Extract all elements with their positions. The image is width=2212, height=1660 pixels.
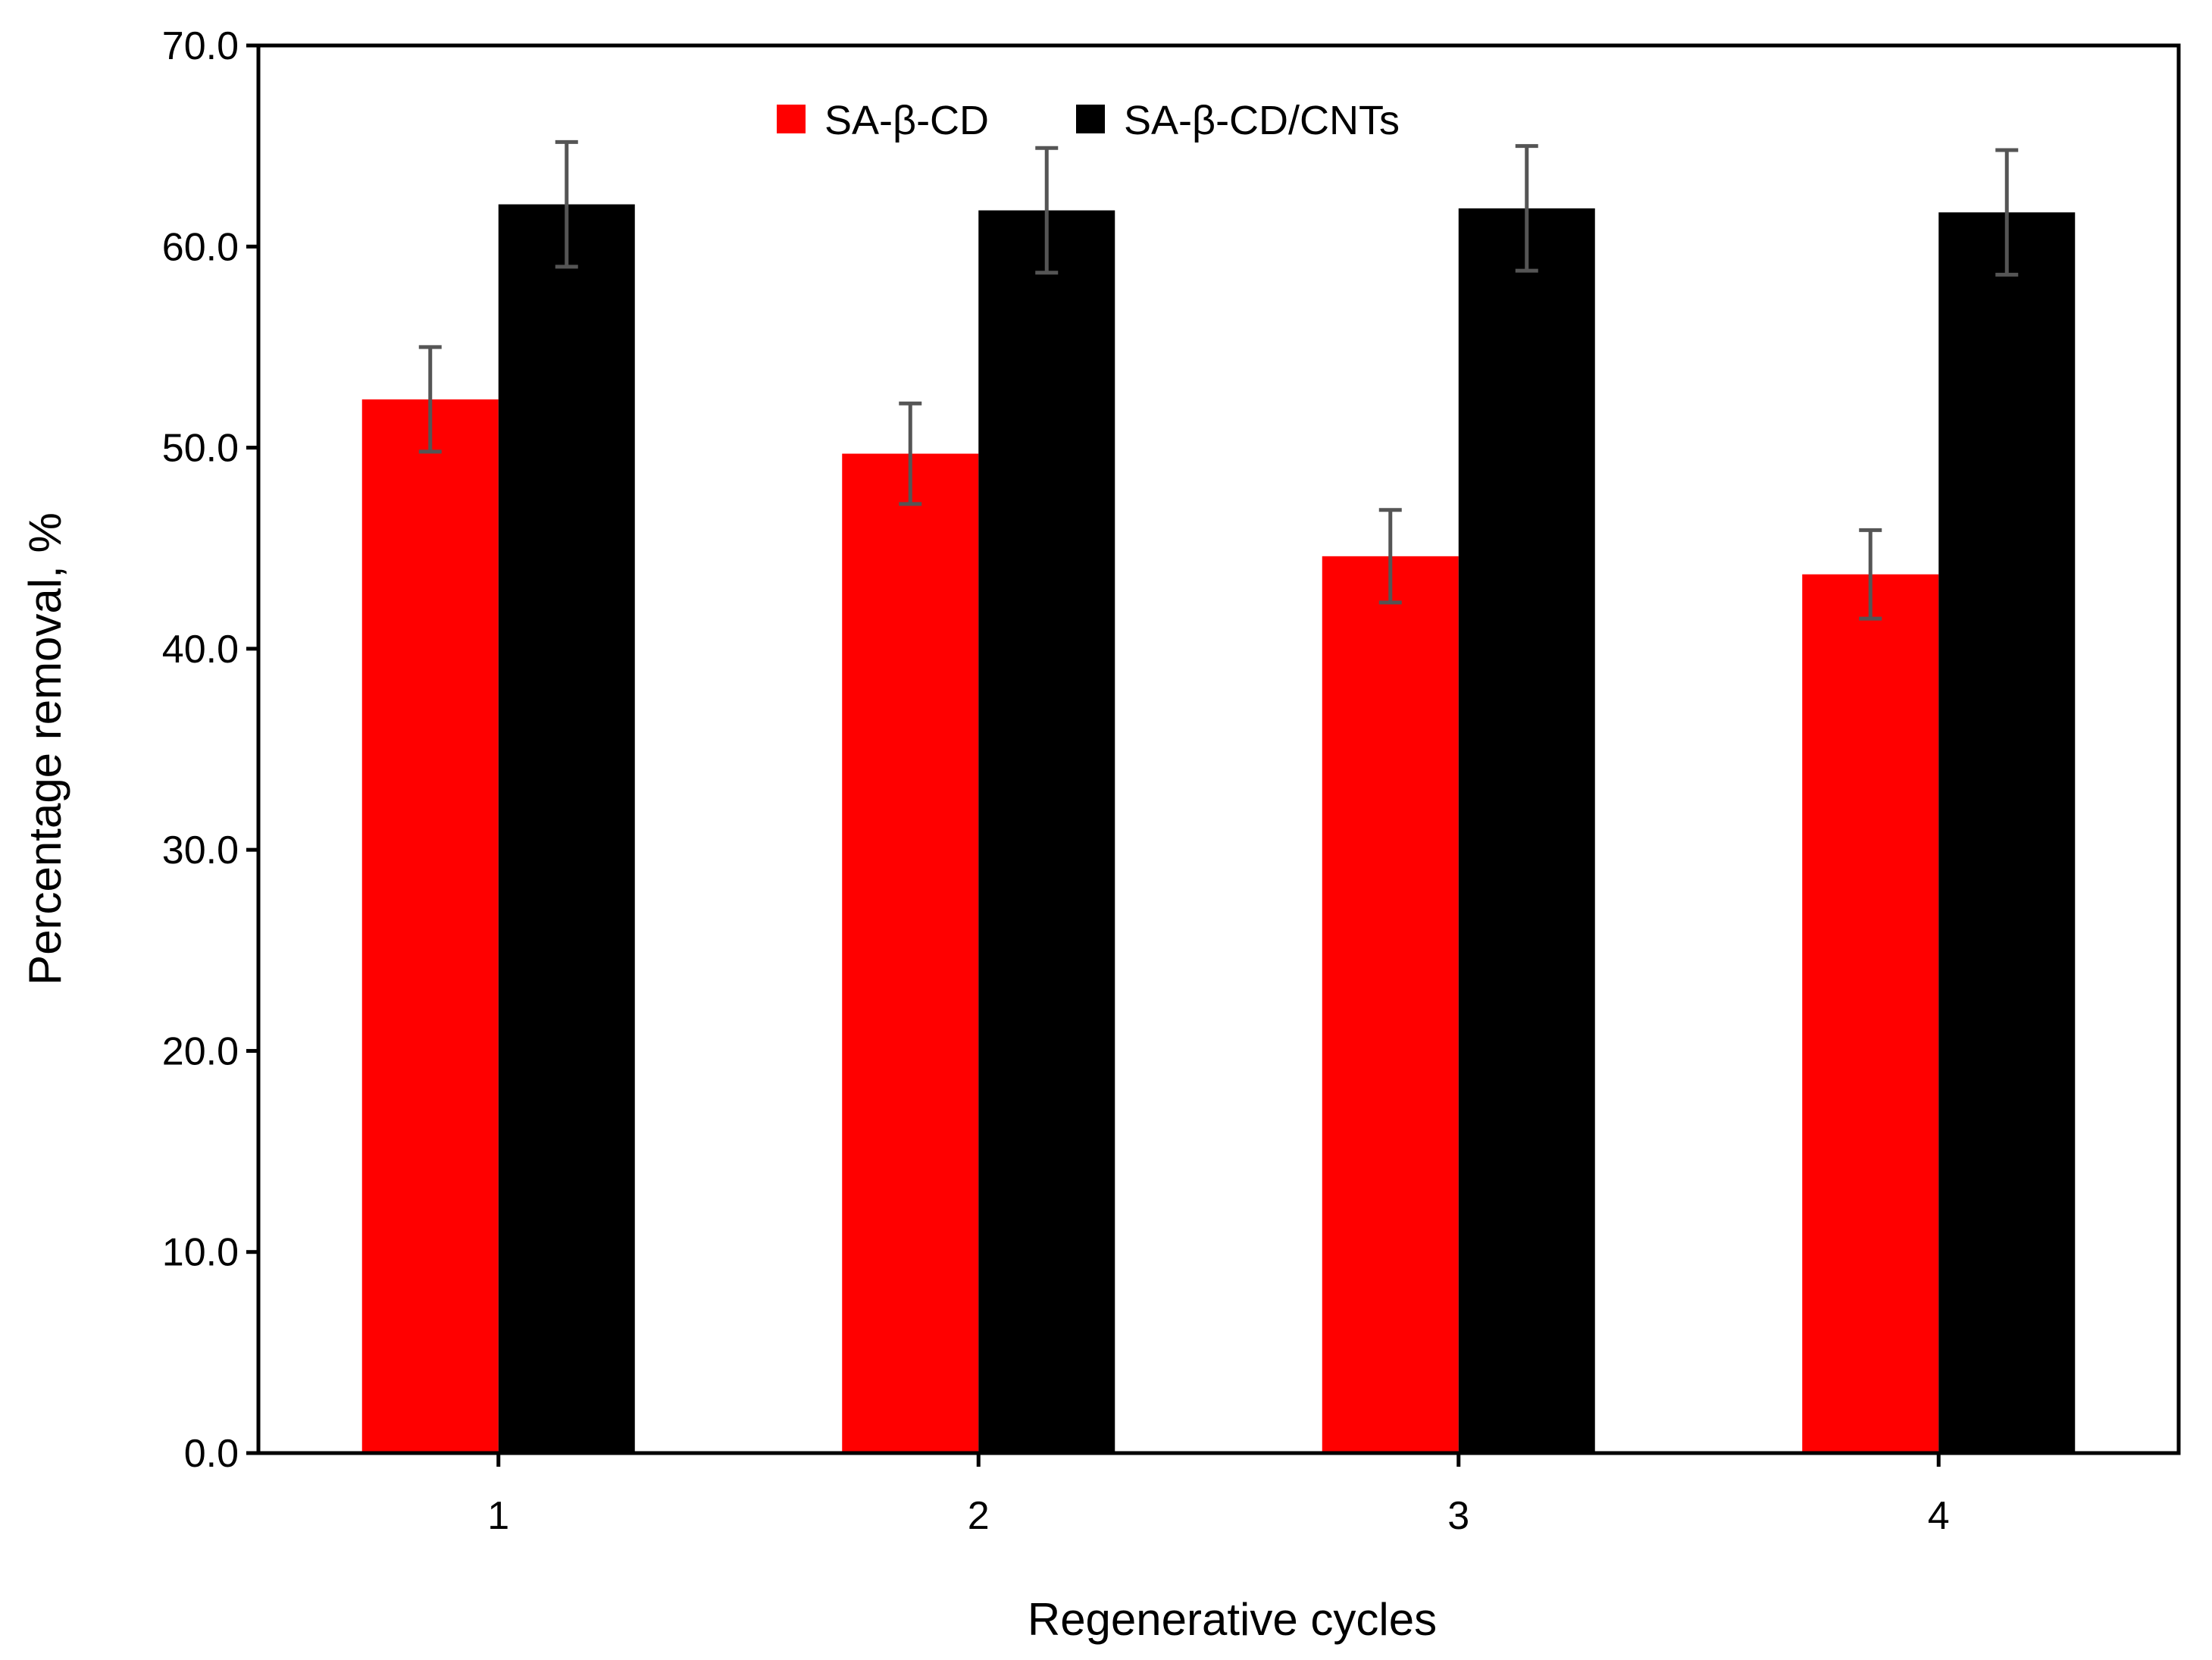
legend-swatch-sa-b-cd-cnts xyxy=(1076,105,1105,133)
legend: SA-β-CD SA-β-CD/CNTs xyxy=(777,98,1400,143)
y-tick-label: 50.0 xyxy=(162,427,239,471)
legend-swatch-sa-b-cd xyxy=(777,105,806,133)
y-tick-label: 0.0 xyxy=(184,1432,239,1476)
bar-sa-b-cd-cnts-cycle-1 xyxy=(498,204,635,1454)
bar-sa-b-cd-cnts-cycle-3 xyxy=(1458,208,1595,1453)
legend-label-sa-b-cd-cnts: SA-β-CD/CNTs xyxy=(1124,98,1400,143)
error-bar-sa-b-cd-cnts-cycle-1 xyxy=(555,139,578,269)
error-bars-layer xyxy=(418,139,2019,621)
x-tick-label: 3 xyxy=(1447,1494,1469,1538)
error-bar-sa-b-cd-cycle-3 xyxy=(1378,508,1402,605)
y-axis-title: Percentage removal, % xyxy=(20,512,70,985)
y-tick-label: 40.0 xyxy=(162,628,239,672)
bar-sa-b-cd-cycle-3 xyxy=(1322,556,1459,1454)
y-tick-label: 10.0 xyxy=(162,1231,239,1275)
y-tick-label: 20.0 xyxy=(162,1029,239,1073)
y-tick-label: 30.0 xyxy=(162,828,239,872)
x-tick-label: 2 xyxy=(968,1494,990,1538)
legend-label-sa-b-cd: SA-β-CD xyxy=(824,98,989,143)
plot-frame xyxy=(256,43,2181,1455)
y-axis-ticks: 0.0 10.0 20.0 30.0 40.0 50.0 60.0 70.0 xyxy=(162,24,258,1476)
bar-sa-b-cd-cycle-4 xyxy=(1802,574,1939,1453)
y-tick-label: 70.0 xyxy=(162,24,239,68)
x-tick-label: 4 xyxy=(1928,1494,1950,1538)
bars-layer xyxy=(361,204,2076,1454)
error-bar-sa-b-cd-cnts-cycle-3 xyxy=(1515,144,1538,273)
x-axis-title: Regenerative cycles xyxy=(1028,1594,1437,1645)
x-tick-label: 1 xyxy=(487,1494,509,1538)
error-bar-sa-b-cd-cycle-4 xyxy=(1859,528,1882,621)
bar-sa-b-cd-cnts-cycle-2 xyxy=(978,210,1115,1453)
error-bar-sa-b-cd-cnts-cycle-2 xyxy=(1035,146,1059,275)
error-bar-sa-b-cd-cycle-1 xyxy=(418,345,442,454)
x-axis-ticks: 1 2 3 4 xyxy=(487,1453,1950,1538)
bar-sa-b-cd-cnts-cycle-4 xyxy=(1938,212,2076,1453)
error-bar-sa-b-cd-cycle-2 xyxy=(899,401,922,506)
bar-sa-b-cd-cycle-1 xyxy=(361,399,499,1453)
y-tick-label: 60.0 xyxy=(162,225,239,269)
bar-sa-b-cd-cycle-2 xyxy=(842,453,979,1453)
error-bar-sa-b-cd-cnts-cycle-4 xyxy=(1995,148,2019,277)
